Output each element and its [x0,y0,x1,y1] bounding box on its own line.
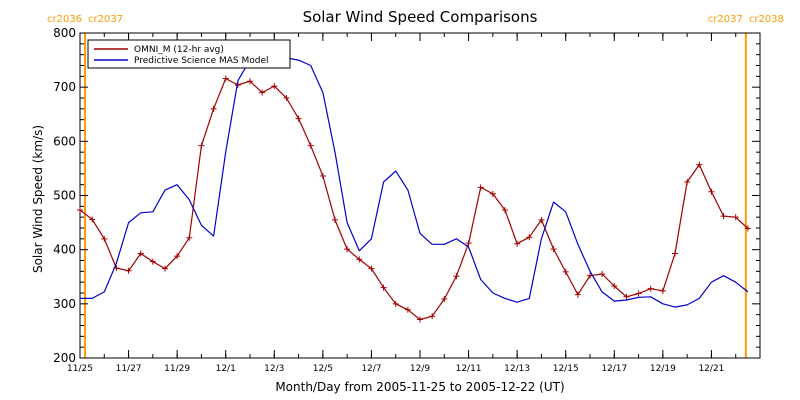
x-tick-label: 11/25 [67,364,93,374]
data-point [368,265,375,272]
data-point [477,184,484,191]
data-point [392,300,399,307]
data-point [125,267,132,274]
x-tick-label: 12/7 [361,364,381,374]
data-point [89,216,96,223]
data-point [174,253,181,260]
data-point [599,271,606,278]
data-point [259,89,266,96]
y-tick-label: 800 [53,26,76,40]
x-tick-label: 12/15 [553,364,579,374]
legend-entry-label: OMNI_M (12-hr avg) [134,45,224,55]
x-tick-label: 11/29 [164,364,190,374]
data-point [526,234,533,241]
legend-entry-label: Predictive Science MAS Model [134,56,269,66]
data-point [186,234,193,241]
carrington-label-before: cr2036 [47,14,82,25]
data-point [489,190,496,197]
data-point [732,214,739,221]
y-tick-label: 200 [53,351,76,365]
data-point [137,250,144,257]
data-point [295,115,302,122]
series-mas [80,56,749,308]
data-point [417,316,423,323]
x-tick-label: 12/21 [698,364,724,374]
carrington-label-before: cr2037 [708,14,743,25]
data-point [672,250,678,257]
data-point [344,246,351,253]
carrington-label-after: cr2037 [88,14,123,25]
x-axis-label: Month/Day from 2005-11-25 to 2005-12-22 … [275,380,564,394]
data-point [502,207,508,214]
data-point [332,216,338,223]
x-tick-label: 12/3 [264,364,284,374]
data-point [101,235,108,242]
data-point [307,142,314,149]
data-point [247,78,253,85]
data-point [562,268,569,275]
x-tick-label: 11/27 [116,364,142,374]
plot-frame [79,32,761,359]
data-point [429,313,436,320]
x-tick-label: 12/17 [601,364,627,374]
data-point [635,290,642,297]
y-tick-label: 600 [53,134,76,148]
data-point [465,240,472,247]
x-tick-label: 12/19 [650,364,676,374]
series-line [80,56,749,308]
data-point [574,291,581,298]
y-axis-label: Solar Wind Speed (km/s) [31,125,45,273]
y-tick-label: 700 [53,80,76,94]
y-tick-label: 500 [53,189,76,203]
data-point [744,225,751,232]
data-point [283,95,290,101]
data-point [453,273,460,280]
data-point [538,216,545,223]
series-lines [77,56,751,323]
data-point [611,282,618,289]
data-point [550,246,557,253]
axes: 200 300 400 500 600 700 800 11/25 11/27 11/29 12/1… [53,26,761,374]
data-point [77,207,83,214]
x-tick-label: 12/5 [313,364,333,374]
data-point [684,178,691,185]
data-point [647,285,654,292]
data-point [623,293,630,300]
x-tick-label: 12/9 [410,364,430,374]
y-tick-label: 300 [53,297,76,311]
data-point [319,173,326,179]
data-point [356,256,363,263]
data-point [198,142,205,149]
data-point [380,284,387,291]
series-omni [77,75,751,323]
data-point [659,287,666,294]
legend-box [87,39,291,69]
data-point [514,240,521,247]
x-tick-label: 12/13 [504,364,530,374]
x-tick-label: 12/11 [456,364,482,374]
series-line [79,77,749,321]
data-point [441,295,448,302]
data-point [222,75,229,82]
carrington-label-after: cr2038 [749,14,784,25]
data-point [210,105,217,112]
data-point [696,161,703,168]
data-point [149,258,156,265]
data-point [162,265,168,272]
data-point [708,188,715,195]
y-tick-label: 400 [53,243,76,257]
chart-title: Solar Wind Speed Comparisons [303,8,538,26]
legend: OMNI_M (12-hr avg)Predictive Science MAS… [87,39,291,69]
data-point [720,213,727,220]
x-tick-label: 12/1 [216,364,236,374]
data-point [404,306,411,313]
data-point [271,83,278,90]
